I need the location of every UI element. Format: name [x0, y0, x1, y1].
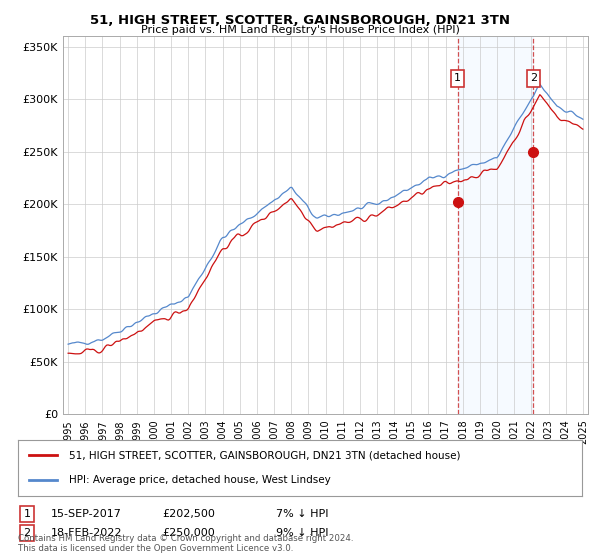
- Text: 9% ↓ HPI: 9% ↓ HPI: [276, 528, 329, 538]
- Text: £202,500: £202,500: [162, 509, 215, 519]
- Text: 1: 1: [23, 509, 31, 519]
- Text: 51, HIGH STREET, SCOTTER, GAINSBOROUGH, DN21 3TN: 51, HIGH STREET, SCOTTER, GAINSBOROUGH, …: [90, 14, 510, 27]
- Text: Price paid vs. HM Land Registry's House Price Index (HPI): Price paid vs. HM Land Registry's House …: [140, 25, 460, 35]
- Text: 7% ↓ HPI: 7% ↓ HPI: [276, 509, 329, 519]
- Text: 1: 1: [454, 73, 461, 83]
- Bar: [458, 36, 533, 414]
- Text: £250,000: £250,000: [162, 528, 215, 538]
- Text: HPI: Average price, detached house, West Lindsey: HPI: Average price, detached house, West…: [69, 475, 331, 485]
- Text: 15-SEP-2017: 15-SEP-2017: [51, 509, 122, 519]
- Text: 18-FEB-2022: 18-FEB-2022: [51, 528, 122, 538]
- Text: 51, HIGH STREET, SCOTTER, GAINSBOROUGH, DN21 3TN (detached house): 51, HIGH STREET, SCOTTER, GAINSBOROUGH, …: [69, 450, 460, 460]
- Text: 2: 2: [23, 528, 31, 538]
- Text: 2: 2: [530, 73, 537, 83]
- Text: Contains HM Land Registry data © Crown copyright and database right 2024.
This d: Contains HM Land Registry data © Crown c…: [18, 534, 353, 553]
